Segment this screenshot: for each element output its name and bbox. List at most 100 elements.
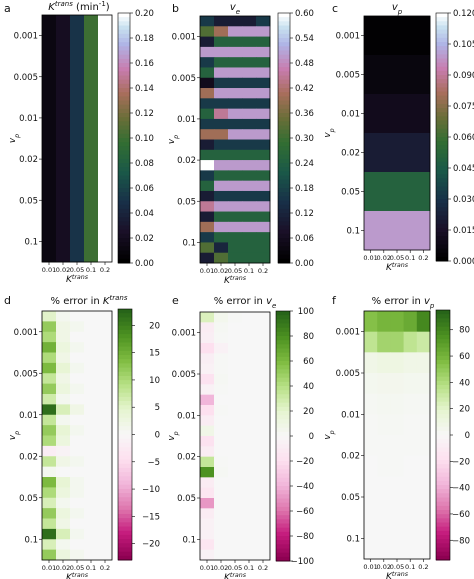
colorbar-segment	[118, 100, 130, 106]
heatmap-cell-r13-c0	[200, 149, 215, 161]
colorbar-segment	[436, 174, 448, 179]
colorbar-segment	[118, 221, 130, 226]
colorbar-tick-label: 0.14	[135, 84, 154, 94]
colorbar-tick-label: 0.60	[295, 9, 314, 19]
colorbar-segment	[278, 33, 290, 39]
colorbar-tick-label: 0.30	[295, 134, 314, 144]
chart-title: vp	[392, 2, 403, 16]
colorbar-segment	[436, 430, 450, 436]
heatmap-cell-r18-c1	[214, 201, 229, 212]
colorbar-tick-label: 0.045	[453, 164, 474, 174]
heatmap-cell-r21-c0	[42, 528, 57, 540]
colorbar-segment	[278, 146, 290, 151]
colorbar-segment	[436, 203, 448, 208]
colorbar-segment	[276, 536, 290, 541]
heatmap-cell-r16-c1	[214, 180, 229, 192]
colorbar-segment	[118, 46, 130, 51]
heatmap-cell-r22-c0	[200, 242, 215, 254]
heatmap-cell-r15-c1	[214, 170, 229, 182]
heatmap-cell-r23-c4	[98, 549, 113, 561]
colorbar-tick-label: −20	[142, 540, 160, 550]
heatmap-cell-r8-c0	[200, 394, 215, 406]
heatmap-cell-r16-c1	[56, 477, 71, 488]
colorbar-segment	[436, 70, 448, 76]
colorbar-segment	[436, 91, 448, 97]
colorbar-segment	[278, 217, 290, 222]
colorbar-segment	[118, 42, 130, 47]
colorbar-segment	[276, 331, 290, 337]
colorbar-segment	[276, 415, 290, 420]
heatmap-cell-r19-c1	[214, 508, 229, 520]
heatmap-cell-r22-c0	[42, 539, 57, 551]
heatmap-cell-r11-c2	[70, 425, 85, 436]
colorbar-segment	[436, 62, 448, 68]
heatmap-cell-r8-c2	[390, 476, 404, 498]
heatmap-cell-r19-c2	[228, 211, 243, 223]
heatmap-cell-r22-c2	[228, 242, 243, 254]
colorbar-segment	[436, 547, 450, 553]
heatmap-cell-r0-c4	[98, 15, 113, 263]
heatmap-cell-r18-c0	[200, 498, 215, 509]
colorbar-segment	[436, 539, 450, 544]
panel-f: f% error in vp0.0010.0050.010.020.050.10…	[323, 294, 470, 579]
colorbar-segment	[118, 438, 132, 444]
colorbar-segment	[118, 188, 130, 193]
colorbar-segment	[436, 518, 450, 523]
y-tick-label: 0.05	[177, 494, 196, 504]
colorbar-segment	[276, 452, 290, 458]
colorbar-segment	[118, 380, 132, 385]
colorbar-segment	[276, 369, 290, 374]
colorbar-segment	[436, 451, 450, 457]
heatmap-cell-r3-c4	[416, 373, 431, 395]
colorbar-segment	[436, 372, 450, 378]
heatmap-cell-r23-c2	[70, 549, 85, 561]
colorbar-segment	[278, 250, 290, 256]
colorbar-segment	[436, 29, 448, 35]
colorbar-segment	[436, 322, 450, 328]
heatmap-cell-r17-c0	[200, 487, 215, 499]
heatmap-cell-r0-c0	[200, 16, 215, 27]
heatmap-cell-r19-c1	[214, 211, 229, 223]
heatmap-cell-r12-c3	[242, 436, 257, 447]
heatmap-cell-r4-c4	[256, 57, 271, 68]
y-axis-label: vp	[8, 134, 21, 143]
heatmap-cell-r2-c1	[214, 332, 229, 344]
colorbar-segment	[118, 125, 130, 131]
colorbar-segment	[118, 83, 130, 89]
colorbar-segment	[436, 485, 450, 490]
colorbar-segment	[436, 21, 448, 26]
heatmap-cell-r7-c3	[403, 455, 418, 477]
colorbar-segment	[118, 229, 130, 235]
heatmap-cell-r20-c3	[242, 221, 257, 233]
y-tick-label: 0.01	[177, 411, 196, 421]
x-tick-label: 0.02	[56, 266, 70, 274]
colorbar-segment	[118, 493, 132, 498]
colorbar-tick-label: 0.18	[135, 34, 154, 44]
colorbar-segment	[276, 377, 290, 383]
panel-letter: e	[172, 294, 179, 307]
colorbar-segment	[118, 88, 130, 93]
colorbar-segment	[118, 179, 130, 185]
x-tick-label: 0.1	[86, 266, 96, 274]
colorbar-segment	[436, 364, 450, 369]
heatmap-cell-r12-c4	[256, 139, 271, 151]
colorbar-segment	[276, 344, 290, 349]
heatmap-cell-r10-c4	[256, 118, 271, 130]
panel-letter: a	[4, 2, 11, 15]
y-tick-label: 0.005	[14, 369, 38, 379]
colorbar-segment	[276, 315, 290, 320]
colorbar-segment	[118, 75, 130, 81]
heatmap-cell-r15-c3	[242, 170, 257, 182]
y-tick-label: 0.02	[177, 453, 196, 463]
colorbar-tick-label: 15	[149, 349, 160, 359]
colorbar-segment	[436, 17, 448, 22]
colorbar-segment	[436, 37, 448, 43]
heatmap-cell-r13-c0	[42, 445, 57, 457]
colorbar-segment	[436, 443, 450, 448]
heatmap-cell-r5-c3	[403, 414, 418, 436]
heatmap-cell-r3-c0	[200, 343, 215, 354]
heatmap-cell-r0-c0	[42, 15, 57, 263]
heatmap-cell-r0-c1	[377, 311, 391, 333]
y-tick-label: 0.01	[19, 114, 38, 124]
heatmap-cell-r23-c4	[256, 549, 271, 561]
